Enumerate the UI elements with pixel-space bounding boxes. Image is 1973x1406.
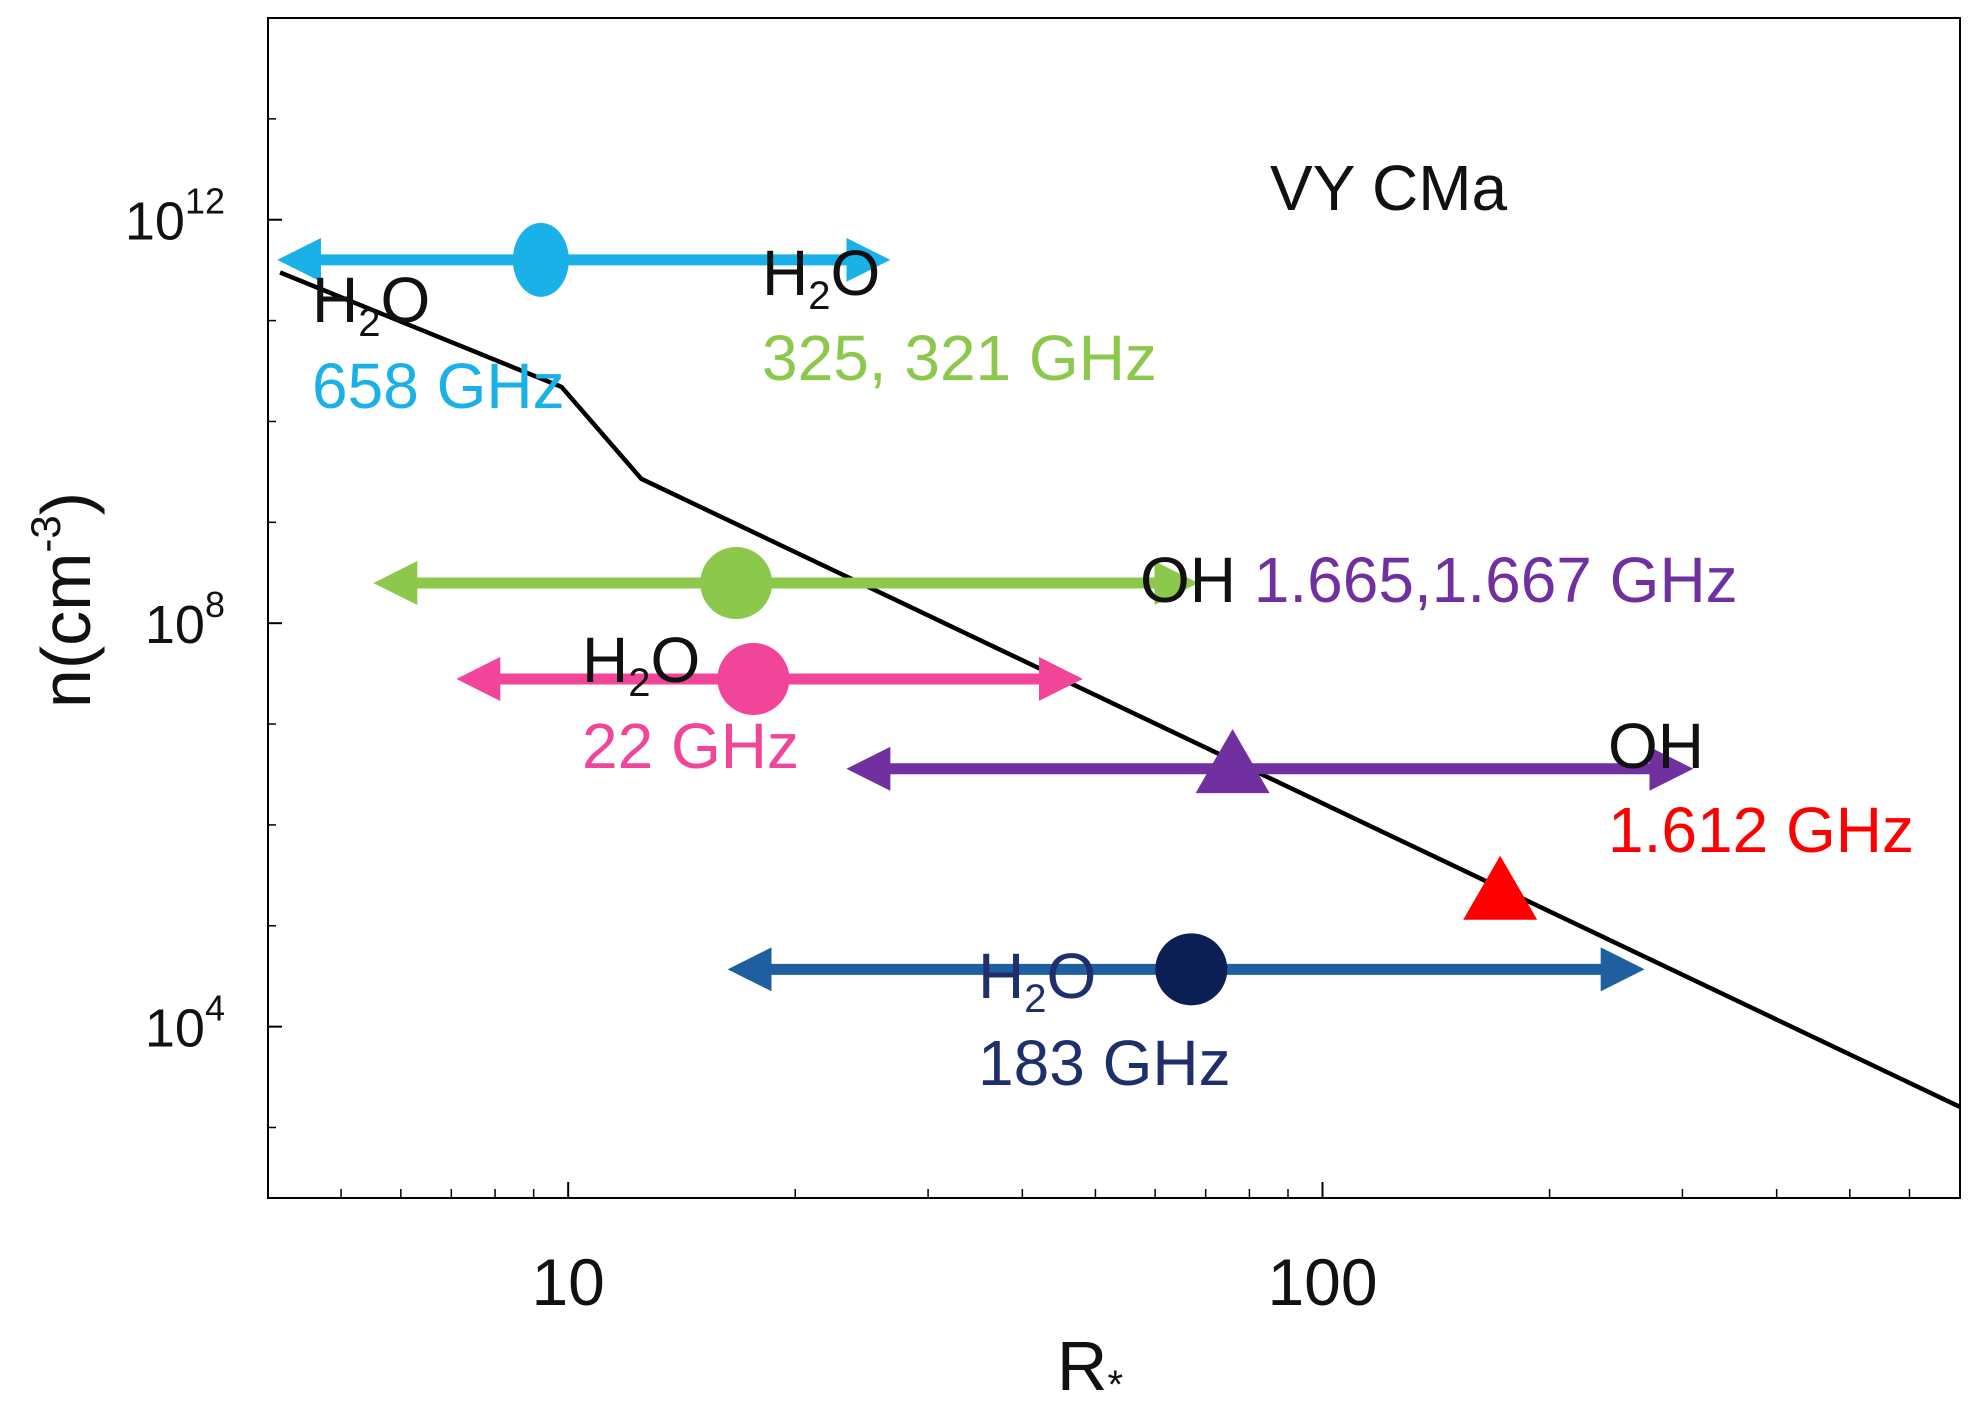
x-axis-ticks: 10 100 <box>267 1182 1961 1319</box>
series-1 <box>373 547 1199 620</box>
data-point-marker <box>700 547 773 620</box>
maser-series-layer <box>277 222 1694 1006</box>
label-h2o-183-molecule: H2O <box>978 940 1096 1021</box>
series-3 <box>846 729 1694 794</box>
chart-title: VY CMa <box>1270 152 1508 224</box>
label-oh-1612-molecule: OH <box>1608 710 1704 782</box>
label-h2o-658-molecule: H2O <box>312 264 430 345</box>
data-point-marker <box>1155 933 1228 1006</box>
data-point-marker <box>1463 855 1538 920</box>
data-point-marker <box>1195 729 1270 794</box>
x-tick-label: 100 <box>1267 1245 1377 1319</box>
plot-frame <box>267 17 1961 1199</box>
series-5 <box>727 933 1645 1006</box>
data-point-marker <box>717 642 790 715</box>
series-4 <box>1463 855 1538 920</box>
y-tick-label: 1012 <box>125 181 225 252</box>
x-tick-label: 10 <box>531 1245 604 1319</box>
label-oh-1612-frequency: 1.612 GHz <box>1608 794 1914 866</box>
label-h2o-325-frequency: 325, 321 GHz <box>762 322 1157 394</box>
series-0 <box>277 222 891 297</box>
density-profile-layer <box>279 270 1961 1109</box>
y-tick-label: 104 <box>145 988 225 1059</box>
y-axis-ticks: 1012 108 104 <box>125 17 282 1129</box>
label-h2o-658-frequency: 658 GHz <box>312 350 565 422</box>
label-h2o-183-frequency: 183 GHz <box>978 1027 1231 1099</box>
x-axis-label: R* <box>1057 1327 1123 1406</box>
y-axis-label: n(cm-3) <box>22 492 105 708</box>
y-tick-label: 108 <box>145 584 225 655</box>
density-profile-line <box>279 270 1961 1109</box>
label-h2o-325-molecule: H2O <box>762 237 880 318</box>
label-h2o-22-frequency: 22 GHz <box>582 710 799 782</box>
label-h2o-22-molecule: H2O <box>582 624 700 705</box>
label-oh-1665-1667: OH 1.665,1.667 GHz <box>1140 544 1738 616</box>
series-2 <box>456 642 1083 715</box>
data-point-marker <box>512 222 569 297</box>
